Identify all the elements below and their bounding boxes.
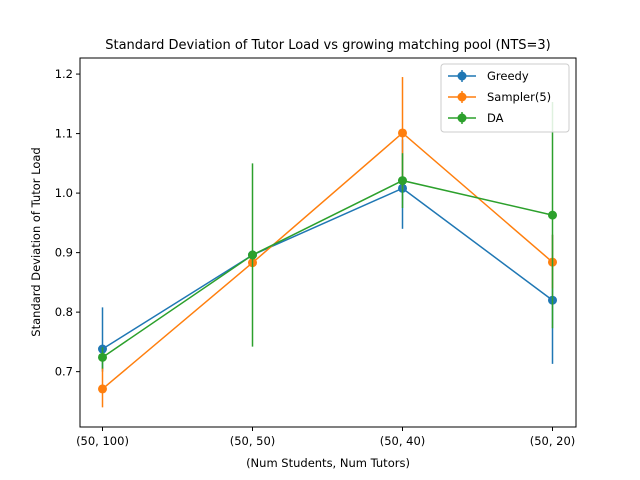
series-line-1: [102, 131, 553, 390]
legend-marker: [457, 113, 467, 123]
legend: Greedy Sampler(5) DA: [440, 63, 570, 133]
legend-marker: [457, 92, 467, 102]
x-tick-label: (50, 20): [530, 434, 576, 448]
plot-area: [98, 77, 557, 408]
y-tick-label: 1.2: [55, 67, 73, 81]
legend-box: [440, 63, 570, 133]
y-tick-label: 1.1: [55, 127, 73, 141]
y-tick-label: 0.8: [55, 305, 73, 319]
data-point: [398, 176, 407, 186]
series-line-2: [102, 179, 553, 358]
y-axis-label: Standard Deviation of Tutor Load: [29, 147, 43, 336]
data-point: [98, 384, 107, 394]
y-tick-label: 0.9: [55, 246, 73, 260]
x-tick-label: (50, 40): [380, 434, 426, 448]
y-tick-label: 1.0: [55, 186, 73, 200]
data-point: [548, 210, 557, 220]
legend-label: Sampler(5): [487, 90, 551, 104]
y-axis: 0.7 0.8 0.9 1.0 1.1 1.2: [55, 67, 80, 379]
chart-title: Standard Deviation of Tutor Load vs grow…: [105, 38, 551, 53]
legend-marker: [457, 71, 467, 81]
y-tick-label: 0.7: [55, 365, 73, 379]
data-point: [398, 128, 407, 138]
data-point: [98, 352, 107, 362]
series-line-0: [102, 187, 553, 350]
legend-label: DA: [487, 111, 504, 125]
x-axis-label: (Num Students, Num Tutors): [246, 456, 410, 470]
x-tick-label: (50, 100): [76, 434, 129, 448]
data-point: [248, 250, 257, 260]
x-tick-label: (50, 50): [230, 434, 276, 448]
legend-label: Greedy: [487, 69, 529, 83]
plot-frame: [79, 57, 577, 428]
x-axis: (50, 100) (50, 50) (50, 40) (50, 20): [76, 427, 575, 448]
